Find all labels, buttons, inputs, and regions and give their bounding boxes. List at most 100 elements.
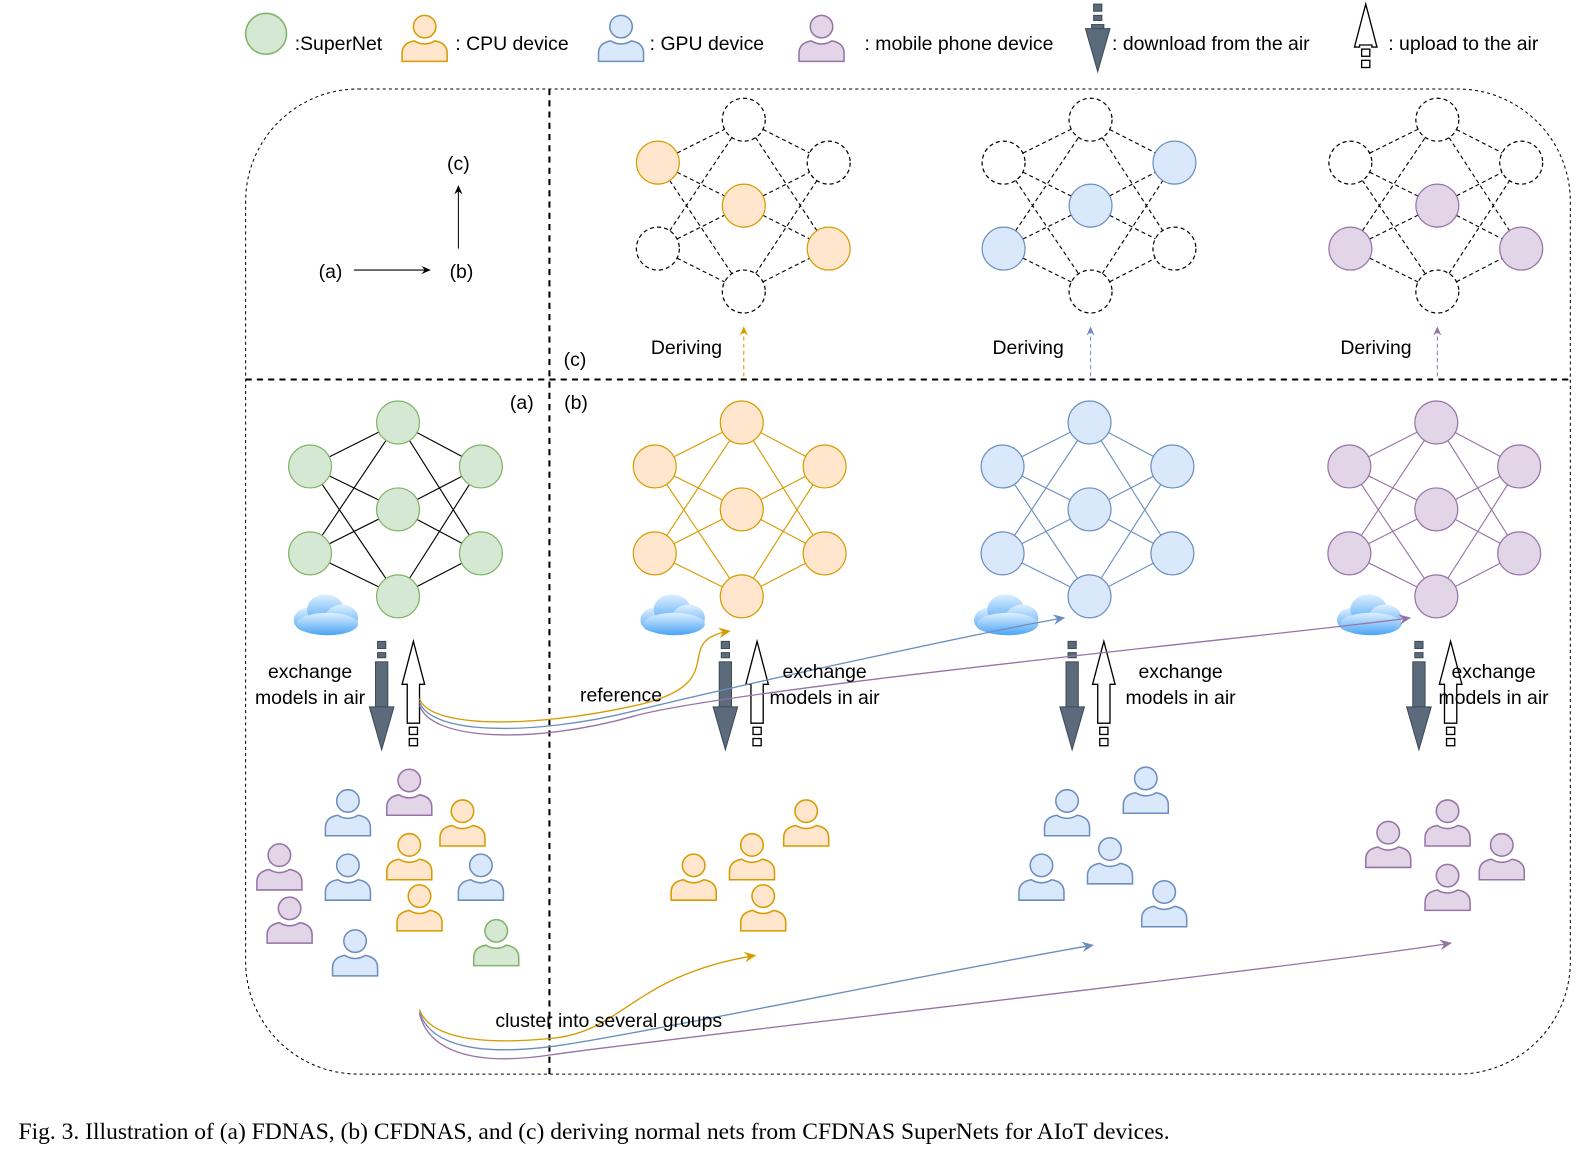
- net-edge: [657, 119, 745, 249]
- user-head: [739, 832, 764, 857]
- upload-arrow: [408, 726, 419, 736]
- net-node: [1068, 183, 1113, 228]
- deriving-label: Deriving: [993, 337, 1064, 359]
- legend-label: : mobile phone device: [864, 33, 1053, 55]
- net-node: [1067, 487, 1112, 532]
- net-node: [632, 531, 677, 576]
- reference-arrow: [418, 614, 1412, 736]
- net-edge: [1003, 162, 1092, 292]
- net-node: [802, 444, 847, 489]
- net-node: [1152, 140, 1197, 185]
- user-icon: [1086, 837, 1134, 885]
- upload-arrow: [401, 638, 426, 724]
- net-node: [1328, 226, 1373, 271]
- net-node: [1328, 140, 1373, 185]
- net-node: [1067, 400, 1112, 445]
- user-icon: [728, 832, 776, 881]
- upload-arrow: [1360, 48, 1371, 57]
- download-arrow: [720, 640, 730, 650]
- user-head: [1376, 820, 1401, 845]
- download-arrow: [1067, 640, 1077, 650]
- user-icon: [1424, 799, 1471, 847]
- user-head: [397, 832, 422, 857]
- user-body: [324, 878, 372, 901]
- user-head: [681, 853, 706, 878]
- order-label: (a): [319, 261, 343, 283]
- cloud-part: [977, 612, 1039, 636]
- net-edge: [1089, 466, 1173, 597]
- legend-label: : GPU device: [650, 33, 764, 55]
- net-edge: [1090, 119, 1175, 249]
- upload-arrow: [1353, 1, 1378, 48]
- upload-arrow: [752, 726, 762, 736]
- net-node: [719, 574, 764, 619]
- user-head: [809, 14, 834, 39]
- download-arrow: [1065, 661, 1079, 710]
- user-body: [1140, 905, 1188, 928]
- user-head: [468, 853, 493, 878]
- user-icon: [396, 884, 443, 932]
- user-icon: [386, 768, 433, 817]
- upload-arrow: [1445, 726, 1456, 736]
- net-node: [719, 400, 764, 445]
- net-node: [981, 140, 1026, 185]
- user-icon: [739, 884, 787, 932]
- reference-arrow: [418, 627, 731, 723]
- exchange-label: models in air: [255, 687, 366, 709]
- user-body: [670, 878, 717, 901]
- reference-label: reference: [580, 685, 662, 707]
- net-edge: [743, 162, 830, 292]
- cloud: [293, 594, 359, 636]
- cloud-part: [643, 612, 705, 636]
- net-node: [719, 487, 764, 532]
- legend-supernet: [244, 12, 288, 55]
- user-icon: [324, 788, 372, 837]
- net-edge: [1349, 162, 1438, 292]
- user-body: [782, 824, 830, 847]
- user-body: [401, 40, 448, 63]
- download-arrow: [712, 706, 739, 752]
- net-node: [1150, 444, 1195, 489]
- user-body: [1122, 791, 1170, 814]
- upload-arrow: [1091, 638, 1116, 724]
- user-body: [439, 824, 486, 847]
- net-node: [981, 226, 1026, 271]
- net-node: [980, 531, 1025, 576]
- caption: Fig. 3. Illustration of (a) FDNAS, (b) C…: [19, 1119, 1170, 1145]
- net-node: [721, 97, 766, 142]
- deriving-label: Deriving: [651, 337, 722, 359]
- user-body: [1364, 846, 1412, 869]
- user-body: [386, 858, 433, 881]
- legend-label: : CPU device: [455, 33, 568, 55]
- user-icon: [256, 843, 303, 891]
- user-icon: [1478, 832, 1526, 881]
- net-node: [1414, 487, 1459, 532]
- user-head: [1435, 799, 1460, 824]
- net-node: [1499, 140, 1544, 185]
- user-head: [1152, 879, 1177, 905]
- user-head: [1489, 832, 1514, 857]
- user-body: [256, 868, 303, 891]
- net-node: [721, 183, 766, 228]
- net-node: [1497, 444, 1542, 489]
- upload-arrow: [752, 737, 762, 747]
- user-head: [335, 853, 360, 878]
- user-body: [396, 909, 443, 932]
- user-icon: [1424, 863, 1471, 912]
- net-node: [1415, 183, 1460, 228]
- net-node: [287, 444, 333, 489]
- download-arrow: [1414, 652, 1424, 659]
- download-arrow: [718, 661, 733, 710]
- user-icon: [1122, 766, 1170, 814]
- user-head: [751, 884, 776, 909]
- user-head: [407, 884, 432, 909]
- user-head: [397, 768, 422, 793]
- cluster-arrow: [418, 939, 1452, 1060]
- net-edge: [1090, 162, 1175, 292]
- cloud-part: [296, 612, 359, 636]
- user-head: [1029, 853, 1054, 878]
- upload-arrow: [1438, 638, 1463, 724]
- user-icon: [670, 853, 717, 901]
- user-body: [739, 909, 787, 932]
